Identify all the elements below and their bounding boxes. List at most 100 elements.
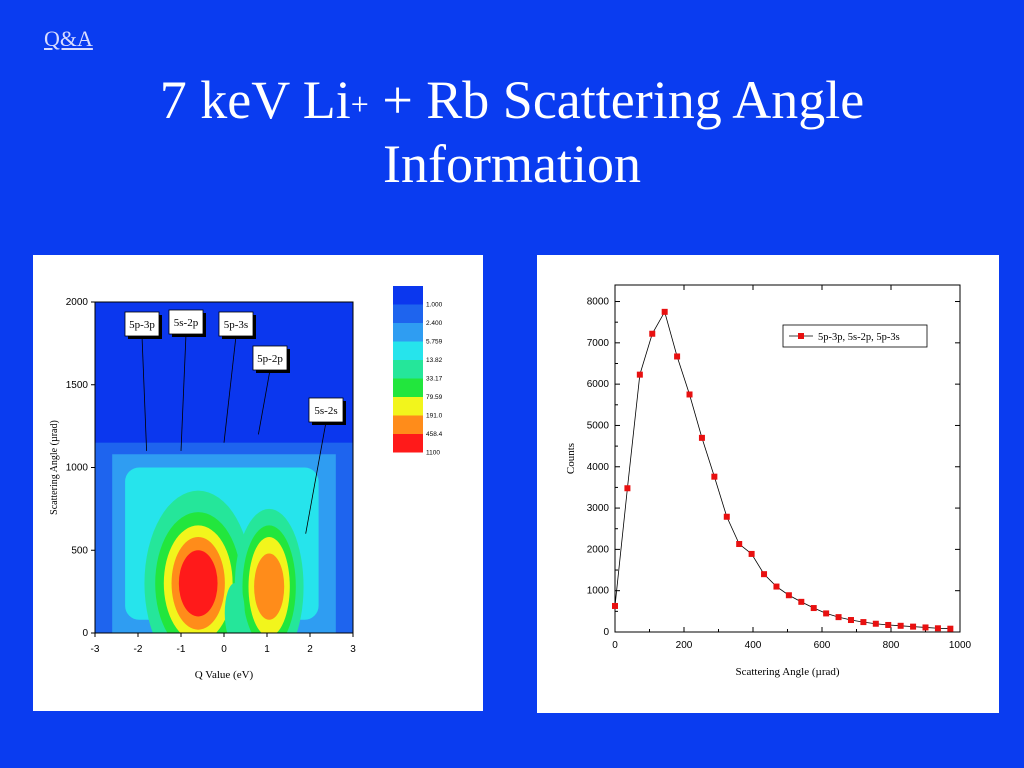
data-point bbox=[636, 371, 643, 378]
line-chart-panel: 0 200 400 600 800 1000 0 1000 2000 3000 4000 5000 60… bbox=[537, 255, 999, 713]
data-point bbox=[810, 605, 817, 612]
x-tick-label: 400 bbox=[745, 640, 762, 651]
annotation-5p-2p: 5p-2p bbox=[252, 345, 290, 435]
x-tick-label: 200 bbox=[676, 640, 693, 651]
y-tick-label: 7000 bbox=[587, 338, 610, 349]
color-scale-swatch bbox=[393, 286, 423, 305]
annotation-box bbox=[252, 345, 288, 371]
title-text-b: + Rb Scattering Angle bbox=[368, 70, 865, 130]
heatmap-peak-core-left bbox=[185, 566, 212, 614]
data-point bbox=[798, 598, 805, 605]
x-tick-label: 0 bbox=[612, 640, 618, 651]
x-tick-label: 1 bbox=[264, 644, 270, 655]
y-tick-label: 1000 bbox=[587, 586, 610, 597]
annotation-5p-3p: 5p-3p bbox=[124, 311, 162, 451]
y-tick-label: 0 bbox=[82, 628, 88, 639]
data-point bbox=[860, 619, 867, 626]
annotation-5s-2s: 5s-2s bbox=[305, 397, 346, 534]
line-chart: 0 200 400 600 800 1000 0 1000 2000 3000 4000 5000 60… bbox=[565, 284, 972, 678]
annotation-leader bbox=[305, 421, 327, 534]
annotation-leader bbox=[141, 335, 147, 451]
x-tick-label: 1000 bbox=[949, 640, 972, 651]
data-point bbox=[934, 625, 941, 632]
color-scale-label: 458.4 bbox=[426, 431, 443, 438]
heatmap-panel: -3 -2 -1 0 1 2 3 0 500 1000 1500 2000 Q Value (eV) Sc… bbox=[33, 255, 483, 711]
legend-box bbox=[782, 324, 928, 348]
data-point bbox=[761, 571, 768, 578]
data-point bbox=[847, 617, 854, 624]
color-scale-label: 79.59 bbox=[426, 394, 443, 401]
data-point bbox=[624, 485, 631, 492]
data-point bbox=[785, 592, 792, 599]
series-line bbox=[614, 310, 951, 630]
x-axis-label: Scattering Angle (µrad) bbox=[735, 666, 839, 678]
color-scale-label: 33.17 bbox=[426, 376, 443, 383]
data-point bbox=[736, 541, 743, 548]
data-point bbox=[711, 473, 718, 480]
color-scale-swatch bbox=[393, 434, 423, 453]
color-scale-swatch bbox=[393, 360, 423, 379]
x-tick-label: 0 bbox=[221, 644, 227, 655]
x-axis-label: Q Value (eV) bbox=[195, 669, 254, 681]
data-point bbox=[649, 330, 656, 337]
data-point bbox=[661, 308, 668, 315]
data-point bbox=[612, 602, 618, 609]
annotation-leader bbox=[223, 335, 237, 443]
annotation-5s-2p: 5s-2p bbox=[168, 309, 206, 451]
qa-link[interactable]: Q&A bbox=[44, 26, 93, 51]
data-point bbox=[910, 623, 917, 630]
y-tick-label: 0 bbox=[603, 627, 609, 638]
annotation-label: 5s-2p bbox=[174, 317, 199, 329]
color-scale-label: 1100 bbox=[426, 450, 440, 457]
heatmap-chart: -3 -2 -1 0 1 2 3 0 500 1000 1500 2000 Q Value (eV) Sc… bbox=[49, 286, 443, 681]
color-scale-label: 1.000 bbox=[426, 302, 443, 309]
data-point bbox=[922, 624, 929, 631]
color-scale-legend: 1.000 2.400 5.759 13.82 33.17 79.59 191.0 458.4… bbox=[393, 286, 443, 457]
data-point bbox=[885, 621, 892, 628]
legend-marker bbox=[798, 333, 804, 339]
y-tick-label: 2000 bbox=[66, 297, 89, 308]
color-scale-label: 191.0 bbox=[426, 413, 443, 420]
y-tick-label: 1500 bbox=[66, 380, 89, 391]
data-point bbox=[897, 622, 904, 629]
data-point bbox=[773, 583, 780, 590]
annotation-5p-3s: 5p-3s bbox=[218, 311, 256, 443]
data-point bbox=[947, 625, 954, 632]
data-point bbox=[723, 513, 730, 520]
y-tick-label: 6000 bbox=[587, 379, 610, 390]
color-scale-swatch bbox=[393, 341, 423, 360]
color-scale-swatch bbox=[393, 415, 423, 434]
color-scale-label: 13.82 bbox=[426, 357, 443, 364]
annotation-leader bbox=[258, 369, 271, 435]
x-tick-label: -3 bbox=[91, 644, 100, 655]
title-line2: Information bbox=[383, 134, 641, 194]
annotation-label: 5p-2p bbox=[257, 353, 283, 365]
annotation-box bbox=[218, 311, 254, 337]
x-tick-label: 3 bbox=[350, 644, 356, 655]
x-tick-label: -1 bbox=[177, 644, 186, 655]
title-text-a: 7 keV Li bbox=[159, 70, 351, 130]
y-tick-label: 3000 bbox=[587, 503, 610, 514]
y-tick-label: 8000 bbox=[587, 297, 610, 308]
y-tick-label: 4000 bbox=[587, 462, 610, 473]
data-point bbox=[748, 550, 755, 557]
data-point bbox=[835, 614, 842, 621]
legend: 5p-3p, 5s-2p, 5p-3s bbox=[782, 324, 928, 348]
y-axis-label: Scattering Angle (µrad) bbox=[49, 420, 60, 515]
annotation-label: 5p-3p bbox=[129, 319, 155, 331]
annotation-label: 5p-3s bbox=[224, 319, 248, 331]
color-scale-swatch bbox=[393, 397, 423, 416]
y-tick-label: 1000 bbox=[66, 463, 89, 474]
y-tick-label: 5000 bbox=[587, 420, 610, 431]
data-point bbox=[674, 353, 681, 360]
x-tick-label: 2 bbox=[307, 644, 313, 655]
data-point bbox=[872, 620, 879, 627]
heatmap-gap bbox=[224, 583, 245, 633]
annotation-leader bbox=[180, 333, 187, 451]
y-tick-label: 2000 bbox=[587, 544, 610, 555]
heatmap-cells bbox=[95, 302, 353, 633]
color-scale-swatch bbox=[393, 323, 423, 342]
color-scale-label: 5.759 bbox=[426, 339, 443, 346]
x-tick-label: -2 bbox=[134, 644, 143, 655]
x-tick-label: 600 bbox=[814, 640, 831, 651]
